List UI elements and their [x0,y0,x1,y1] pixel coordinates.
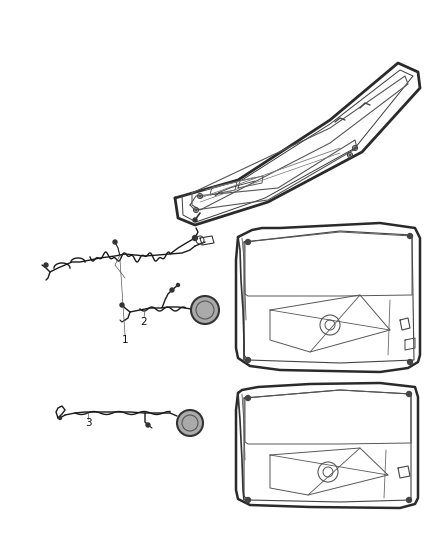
Circle shape [407,233,413,238]
Circle shape [246,358,251,362]
Circle shape [192,236,198,240]
Circle shape [246,239,251,245]
Circle shape [349,154,351,156]
Circle shape [199,195,201,197]
Circle shape [170,288,174,292]
Circle shape [113,240,117,244]
Circle shape [146,423,150,427]
Text: 3: 3 [85,418,91,428]
Circle shape [120,303,124,307]
Circle shape [406,497,411,503]
Circle shape [406,392,411,397]
Circle shape [195,209,197,211]
Circle shape [44,263,48,267]
Circle shape [354,147,356,149]
Circle shape [246,497,251,503]
Circle shape [407,359,413,365]
Circle shape [177,410,203,436]
Circle shape [246,395,251,400]
Circle shape [193,218,197,222]
Circle shape [191,296,219,324]
Text: 1: 1 [122,335,128,345]
Circle shape [59,416,61,419]
Circle shape [177,284,180,287]
Text: 2: 2 [141,317,147,327]
